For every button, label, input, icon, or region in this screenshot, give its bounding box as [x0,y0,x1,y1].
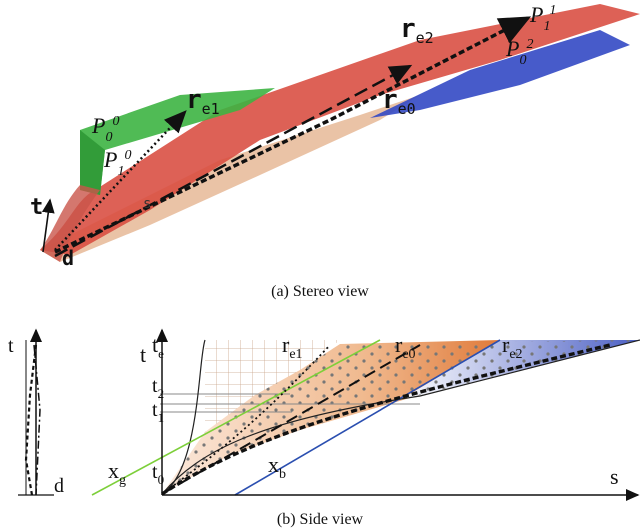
label-p11: P11 [529,2,556,34]
label-p02: P02 [505,36,533,68]
caption-side: (b) Side view [276,511,364,528]
side-t2-label: t2 [152,375,164,401]
grid-region [205,340,340,432]
stereo-view: P00 P10 P11 P02 re1 re2 re0 t d s [30,2,640,270]
side-left-t-label: t [8,335,14,357]
side-left-d-label: d [54,475,64,497]
side-te-label: te [152,332,164,361]
side-re0-label: re0 [395,332,416,362]
side-t1-label: t1 [152,399,164,425]
side-traj-re2 [161,343,611,496]
stereo-t-label: t [30,195,43,220]
label-re2: re2 [400,14,434,47]
green-side [80,130,105,195]
stereo-s-label: s [143,196,151,212]
side-view: t d t te t2 t1 t0 xg xb s re1 [8,328,640,501]
dot-region [162,340,640,494]
label-re1: re1 [186,85,220,118]
side-t0-label: t0 [152,461,164,487]
side-traj-re0 [161,344,421,495]
side-left-panel: t d [8,328,64,497]
xg-line [91,339,381,496]
stereo-d-label: d [62,246,74,270]
side-xg-label: xg [108,458,126,488]
traj-re1 [54,110,187,251]
blue-surface [370,30,630,118]
xb-line [234,339,501,496]
side-xb-label: xb [268,452,286,482]
caption-stereo: (a) Stereo view [271,283,369,300]
t-axis-arrow [41,198,55,253]
side-re2-label: re2 [502,332,523,362]
green-surface [80,88,275,195]
traj-re0 [54,64,413,258]
side-s-label: s [610,464,619,489]
left-tube [40,185,100,262]
side-t-label: t [140,342,146,367]
label-re0: re0 [382,85,416,118]
label-p10: P10 [103,147,131,179]
tan-surface [40,95,420,262]
side-re1-label: re1 [282,332,303,362]
label-p00: P00 [91,113,119,145]
